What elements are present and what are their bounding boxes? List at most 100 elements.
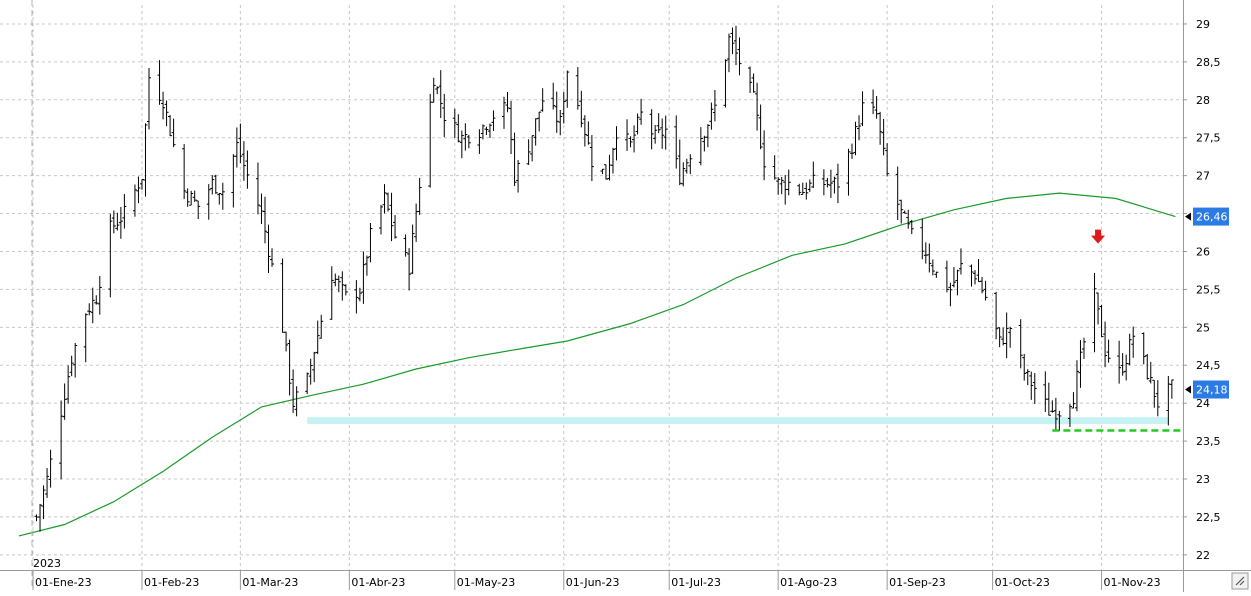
ohlc-bar bbox=[846, 148, 851, 196]
y-tick-label: 25 bbox=[1196, 321, 1210, 334]
ohlc-bar bbox=[1050, 400, 1055, 413]
ohlc-bar bbox=[386, 192, 391, 212]
ohlc-bar bbox=[111, 210, 116, 234]
ohlc-bar bbox=[1141, 332, 1146, 365]
ohlc-bar bbox=[1152, 379, 1157, 408]
ohlc-bar bbox=[649, 109, 654, 150]
x-tick-label: 01-May-23 bbox=[457, 576, 515, 589]
ohlc-bar bbox=[1067, 403, 1072, 427]
ohlc-bar bbox=[800, 182, 805, 195]
ohlc-bar bbox=[582, 115, 587, 147]
ohlc-bar bbox=[143, 123, 148, 197]
ohlc-bar bbox=[804, 182, 809, 200]
ohlc-bar bbox=[772, 155, 777, 180]
ohlc-bar bbox=[431, 77, 436, 103]
ohlc-bar bbox=[934, 271, 939, 278]
x-tick-label: 01-Sep-23 bbox=[889, 576, 946, 589]
ohlc-bar bbox=[899, 199, 904, 224]
ohlc-bar bbox=[319, 314, 324, 339]
ohlc-bar bbox=[600, 168, 605, 175]
ohlc-bar bbox=[677, 139, 682, 186]
ohlc-bar bbox=[705, 124, 710, 148]
ohlc-bar bbox=[417, 178, 422, 216]
ohlc-bar bbox=[632, 125, 637, 153]
ohlc-bar bbox=[635, 113, 640, 135]
ohlc-bar bbox=[835, 163, 840, 204]
ohlc-bar bbox=[610, 147, 615, 174]
ohlc-bar bbox=[97, 276, 102, 315]
x-tick-label: 01-Oct-23 bbox=[995, 576, 1050, 589]
ohlc-bar bbox=[1103, 321, 1108, 368]
ohlc-bar bbox=[108, 213, 113, 298]
x-tick-label: 01-Mar-23 bbox=[242, 576, 298, 589]
ohlc-bar bbox=[410, 224, 415, 274]
ohlc-bar bbox=[168, 115, 173, 137]
ohlc-bar bbox=[1096, 292, 1101, 325]
ohlc-bar bbox=[220, 182, 225, 210]
ohlc-bar bbox=[579, 90, 584, 128]
ohlc-bar bbox=[259, 193, 264, 225]
ohlc-bar bbox=[512, 132, 517, 186]
y-tick-label: 23,5 bbox=[1196, 435, 1221, 448]
ohlc-bar bbox=[1018, 319, 1023, 369]
y-tick-label: 24,5 bbox=[1196, 359, 1221, 372]
ohlc-bar bbox=[164, 100, 169, 127]
ohlc-bar bbox=[45, 468, 50, 498]
ohlc-bar bbox=[1106, 339, 1111, 363]
ohlc-bar bbox=[628, 136, 633, 148]
ohlc-bar bbox=[779, 177, 784, 195]
ohlc-bar bbox=[213, 174, 218, 194]
ohlc-bar bbox=[895, 166, 900, 220]
ohlc-bar bbox=[361, 251, 366, 304]
ohlc-bar bbox=[161, 91, 166, 120]
ohlc-bar bbox=[1008, 326, 1013, 348]
ohlc-bar bbox=[737, 37, 742, 76]
ohlc-bar bbox=[589, 135, 594, 182]
y-tick-label: 27,5 bbox=[1196, 132, 1221, 145]
ohlc-bar bbox=[291, 369, 296, 413]
svg-text:24,18: 24,18 bbox=[1196, 384, 1228, 397]
ohlc-bar bbox=[1148, 361, 1153, 384]
x-tick-label: 01-Ago-23 bbox=[780, 576, 837, 589]
ohlc-bar bbox=[857, 115, 862, 141]
ohlc-bar bbox=[807, 179, 812, 192]
ohlc-bar bbox=[1117, 340, 1122, 384]
ohlc-bar bbox=[206, 184, 211, 220]
ohlc-bar bbox=[438, 70, 443, 119]
ohlc-bar bbox=[435, 86, 440, 95]
ohlc-bar bbox=[698, 127, 703, 166]
ohlc-bar bbox=[459, 130, 464, 159]
ohlc-bar bbox=[1081, 337, 1086, 359]
y-tick-label: 22,5 bbox=[1196, 511, 1221, 524]
ohlc-bar bbox=[1004, 312, 1009, 359]
y-tick-label: 28 bbox=[1196, 94, 1210, 107]
ohlc-bar bbox=[505, 91, 510, 113]
ohlc-bar bbox=[389, 192, 394, 242]
ohlc-bar bbox=[139, 179, 144, 190]
ohlc-bar bbox=[1092, 272, 1097, 353]
ohlc-bar bbox=[832, 176, 837, 194]
ohlc-bar bbox=[730, 27, 735, 55]
ohlc-bar bbox=[238, 123, 243, 164]
ohlc-bar bbox=[927, 243, 932, 273]
ohlc-bar bbox=[821, 169, 826, 196]
ohlc-bar bbox=[354, 280, 359, 314]
ohlc-bar bbox=[340, 271, 345, 301]
ohlc-bar bbox=[1022, 353, 1027, 381]
ohlc-bar bbox=[255, 162, 260, 215]
ohlc-bar bbox=[786, 169, 791, 196]
resize-grip-icon[interactable] bbox=[1231, 572, 1249, 590]
price-tag: 24,18 bbox=[1185, 380, 1229, 399]
ohlc-bar bbox=[828, 169, 833, 198]
ohlc-bar bbox=[262, 196, 267, 244]
ohlc-bar bbox=[69, 355, 74, 377]
ohlc-bar bbox=[287, 339, 292, 396]
ohlc-bar bbox=[614, 126, 619, 161]
ohlc-bar bbox=[958, 248, 963, 275]
ohlc-bar bbox=[364, 255, 369, 276]
ohlc-bar bbox=[118, 206, 123, 239]
ohlc-bar bbox=[1029, 371, 1034, 400]
ohlc-bar bbox=[1046, 382, 1051, 416]
ohlc-bar bbox=[41, 485, 46, 520]
ohlc-bar bbox=[709, 102, 714, 130]
